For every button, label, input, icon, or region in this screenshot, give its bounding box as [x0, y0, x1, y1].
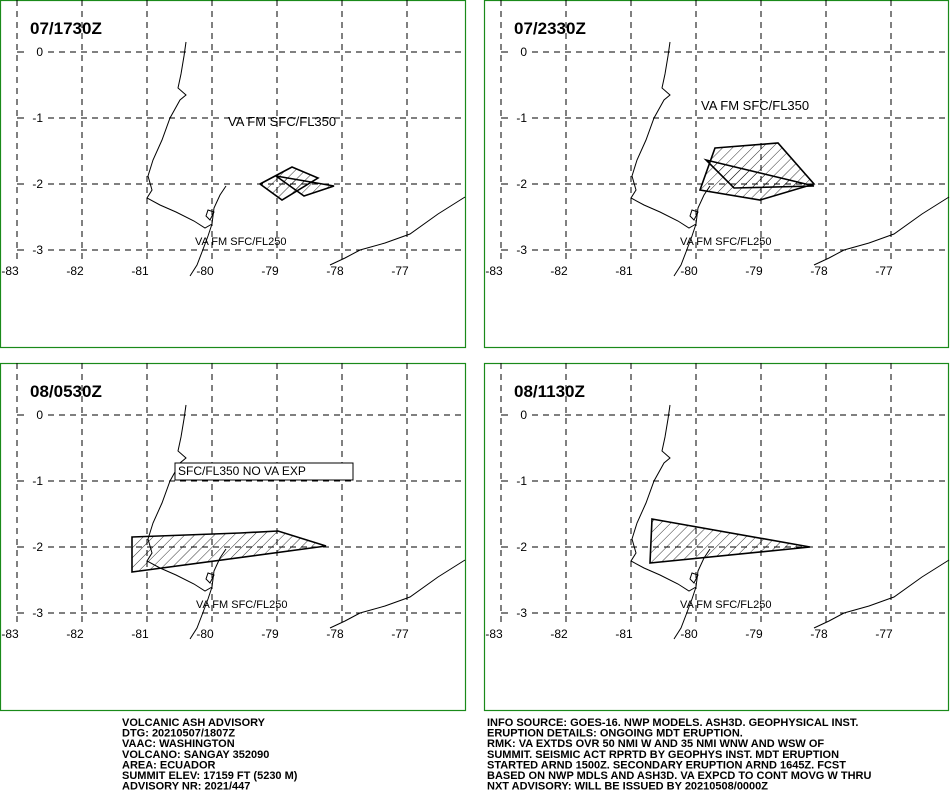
advisory-line: SUMMIT ELEV: 17159 FT (5230 M) [122, 770, 298, 782]
ash-label: VA FM SFC/FL350 [228, 114, 336, 129]
lat-tick-label: 0 [36, 45, 43, 59]
lon-tick-label: -80 [196, 627, 214, 641]
lon-tick-label: -77 [875, 264, 893, 278]
lon-tick-label: -78 [326, 264, 344, 278]
lat-tick-label: -3 [32, 606, 43, 620]
lat-tick-label: -2 [32, 540, 43, 554]
ash-cloud [703, 158, 815, 189]
lon-tick-label: -82 [550, 264, 568, 278]
lat-tick-label: 0 [520, 45, 527, 59]
lon-tick-label: -83 [1, 627, 19, 641]
advisory-line: DTG: 20210507/1807Z [122, 728, 235, 740]
lon-tick-label: -81 [131, 264, 149, 278]
lon-tick-label: -79 [261, 627, 279, 641]
lat-tick-label: -3 [32, 243, 43, 257]
ash-label: VA FM SFC/FL250 [195, 236, 287, 248]
ash-cloud [649, 518, 811, 564]
lon-tick-label: -82 [66, 627, 84, 641]
lat-tick-label: -1 [32, 474, 43, 488]
lon-tick-label: -81 [131, 627, 149, 641]
lon-tick-label: -77 [391, 627, 409, 641]
lat-tick-label: -2 [516, 177, 527, 191]
advisory-line: ERUPTION DETAILS: ONGOING MDT ERUPTION. [487, 728, 743, 740]
lon-tick-label: -83 [1, 264, 19, 278]
advisory-line: VOLCANIC ASH ADVISORY [122, 717, 266, 729]
lon-tick-label: -77 [875, 627, 893, 641]
ash-label: VA FM SFC/FL350 [701, 98, 809, 113]
lat-tick-label: -1 [516, 474, 527, 488]
advisory-line: SUMMIT. SEISMIC ACT RPRTD BY GEOPHYS INS… [487, 749, 839, 761]
lat-tick-label: -2 [516, 540, 527, 554]
advisory-line: VAAC: WASHINGTON [122, 738, 235, 750]
panel-title: 08/1130Z [514, 382, 585, 401]
lon-tick-label: -80 [196, 264, 214, 278]
advisory-line: VOLCANO: SANGAY 352090 [122, 749, 269, 761]
panel-frame [483, 362, 950, 712]
advisory-line: RMK: VA EXTDS OVR 50 NMI W AND 35 NMI WN… [487, 738, 824, 750]
advisory-line: AREA: ECUADOR [122, 759, 216, 771]
panel: 0 -1 -2 -3 -83 -82 -81 -80 -79 -78 -77 07/1730Z VA F… [0, 0, 467, 349]
panel-frame [0, 0, 467, 349]
advisory-line: ADVISORY NR: 2021/447 [122, 781, 250, 793]
ash-label: VA FM SFC/FL250 [680, 236, 772, 248]
ash-label: VA FM SFC/FL250 [680, 599, 772, 611]
panel-title: 08/0530Z [30, 382, 102, 401]
lat-tick-label: -3 [516, 606, 527, 620]
ash-cloud [131, 530, 327, 573]
lon-tick-label: -81 [615, 264, 633, 278]
lat-tick-label: -2 [32, 177, 43, 191]
lat-tick-label: 0 [520, 408, 527, 422]
lat-tick-label: -1 [32, 111, 43, 125]
label-box [174, 462, 354, 481]
panel: 0 -1 -2 -3 -83 -82 -81 -80 -79 -78 -77 08/0530Z SFC/… [0, 362, 467, 712]
advisory-line: STARTED ARND 1500Z. SECONDARY ERUPTION A… [487, 759, 846, 771]
panel-title: 07/2330Z [514, 19, 586, 38]
lon-tick-label: -82 [550, 627, 568, 641]
lat-tick-label: -3 [516, 243, 527, 257]
lon-tick-label: -83 [485, 264, 503, 278]
panel-title: 07/1730Z [30, 19, 102, 38]
coastline [146, 404, 466, 640]
panel: 0 -1 -2 -3 -83 -82 -81 -80 -79 -78 -77 07/2330Z VA F… [483, 0, 950, 349]
coastline [630, 404, 950, 640]
ash-cloud [275, 175, 335, 197]
advisory-line: INFO SOURCE: GOES-16. NWP MODELS. ASH3D.… [487, 717, 858, 729]
ash-label: VA FM SFC/FL250 [196, 599, 288, 611]
lon-tick-label: -82 [66, 264, 84, 278]
lon-tick-label: -78 [810, 264, 828, 278]
lon-tick-label: -79 [745, 264, 763, 278]
lon-tick-label: -78 [326, 627, 344, 641]
lon-tick-label: -80 [680, 264, 698, 278]
panel: 0 -1 -2 -3 -83 -82 -81 -80 -79 -78 -77 08/1130Z VA F… [483, 362, 950, 712]
lon-tick-label: -77 [391, 264, 409, 278]
panel-frame [0, 362, 467, 712]
lat-tick-label: -1 [516, 111, 527, 125]
lon-tick-label: -81 [615, 627, 633, 641]
advisory-line: NXT ADVISORY: WILL BE ISSUED BY 20210508… [487, 781, 768, 793]
lat-tick-label: 0 [36, 408, 43, 422]
lon-tick-label: -80 [680, 627, 698, 641]
lon-tick-label: -83 [485, 627, 503, 641]
lon-tick-label: -78 [810, 627, 828, 641]
ash-label: SFC/FL350 NO VA EXP [178, 464, 306, 478]
advisory-line: BASED ON NWP MDLS AND ASH3D. VA EXPCD TO… [487, 770, 871, 782]
lon-tick-label: -79 [261, 264, 279, 278]
lon-tick-label: -79 [745, 627, 763, 641]
panel-frame [483, 0, 950, 349]
